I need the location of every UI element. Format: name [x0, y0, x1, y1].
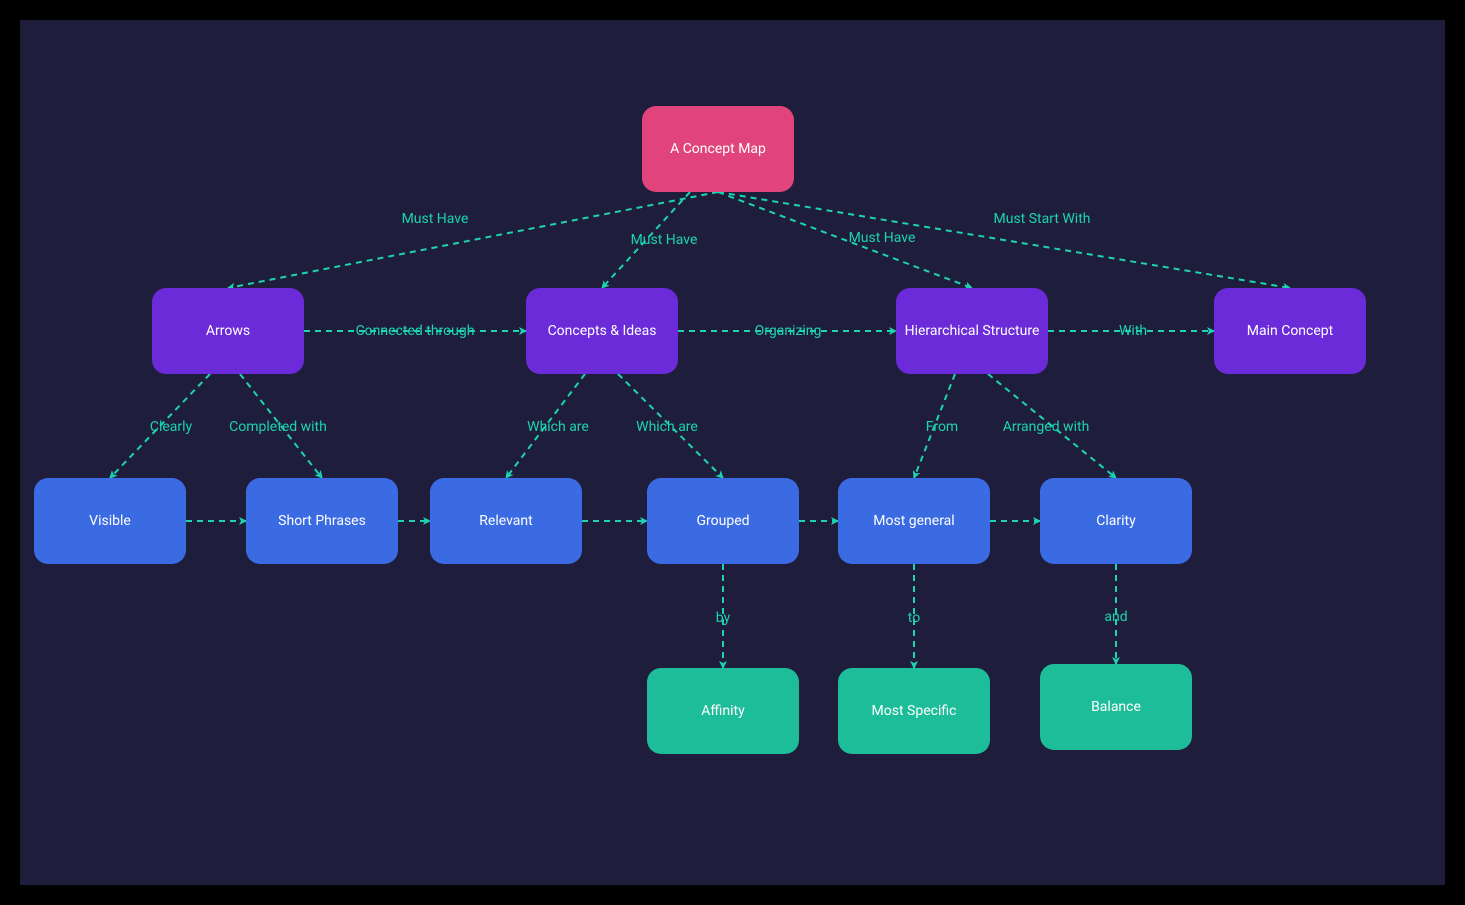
node-label: Visible: [89, 513, 131, 529]
node-label: Most Specific: [872, 703, 957, 719]
edge-label-root-arrows: Must Have: [402, 211, 469, 227]
edge-label-hier-mostgen: From: [926, 419, 958, 435]
node-label: Relevant: [479, 513, 532, 529]
edge-label-hier-main: With: [1119, 323, 1147, 339]
node-label: Balance: [1091, 699, 1141, 715]
node-label: Clarity: [1096, 513, 1135, 529]
node-label: A Concept Map: [670, 141, 766, 157]
edge-label-clarity-balance: and: [1104, 609, 1127, 625]
edge-label-root-hier: Must Have: [849, 230, 916, 246]
node-root: A Concept Map: [642, 106, 794, 192]
node-mostspec: Most Specific: [838, 668, 990, 754]
node-concepts: Concepts & Ideas: [526, 288, 678, 374]
edge-label-hier-clarity: Arranged with: [1003, 419, 1090, 435]
node-label: Concepts & Ideas: [548, 323, 657, 339]
node-label: Arrows: [206, 323, 250, 339]
edge-root-main: [718, 192, 1290, 288]
edge-label-mostgen-mostspec: to: [908, 610, 920, 626]
edge-root-hier: [718, 192, 972, 288]
edge-label-concepts-hier: Organizing: [755, 323, 822, 339]
node-label: Hierarchical Structure: [905, 323, 1040, 339]
node-balance: Balance: [1040, 664, 1192, 750]
node-label: Affinity: [701, 703, 744, 719]
diagram-canvas: A Concept Map Arrows Concepts & Ideas Hiera…: [20, 20, 1445, 885]
node-arrows: Arrows: [152, 288, 304, 374]
edge-label-arrows-short: Completed with: [229, 419, 327, 435]
node-label: Most general: [873, 513, 954, 529]
edge-label-concepts-grouped: Which are: [636, 419, 698, 435]
node-affinity: Affinity: [647, 668, 799, 754]
node-label: Main Concept: [1247, 323, 1333, 339]
node-clarity: Clarity: [1040, 478, 1192, 564]
edge-label-concepts-relevant: Which are: [527, 419, 589, 435]
node-visible: Visible: [34, 478, 186, 564]
node-main: Main Concept: [1214, 288, 1366, 374]
edge-label-root-main: Must Start With: [994, 211, 1091, 227]
node-label: Grouped: [696, 513, 749, 529]
edge-label-root-concepts: Must Have: [631, 232, 698, 248]
node-mostgen: Most general: [838, 478, 990, 564]
node-label: Short Phrases: [278, 513, 366, 529]
node-grouped: Grouped: [647, 478, 799, 564]
edge-label-grouped-affinity: by: [716, 610, 730, 626]
edge-label-arrows-visible: Clearly: [150, 419, 192, 435]
edge-label-arrows-concepts: Connected through: [356, 323, 475, 339]
node-short: Short Phrases: [246, 478, 398, 564]
node-hier: Hierarchical Structure: [896, 288, 1048, 374]
node-relevant: Relevant: [430, 478, 582, 564]
